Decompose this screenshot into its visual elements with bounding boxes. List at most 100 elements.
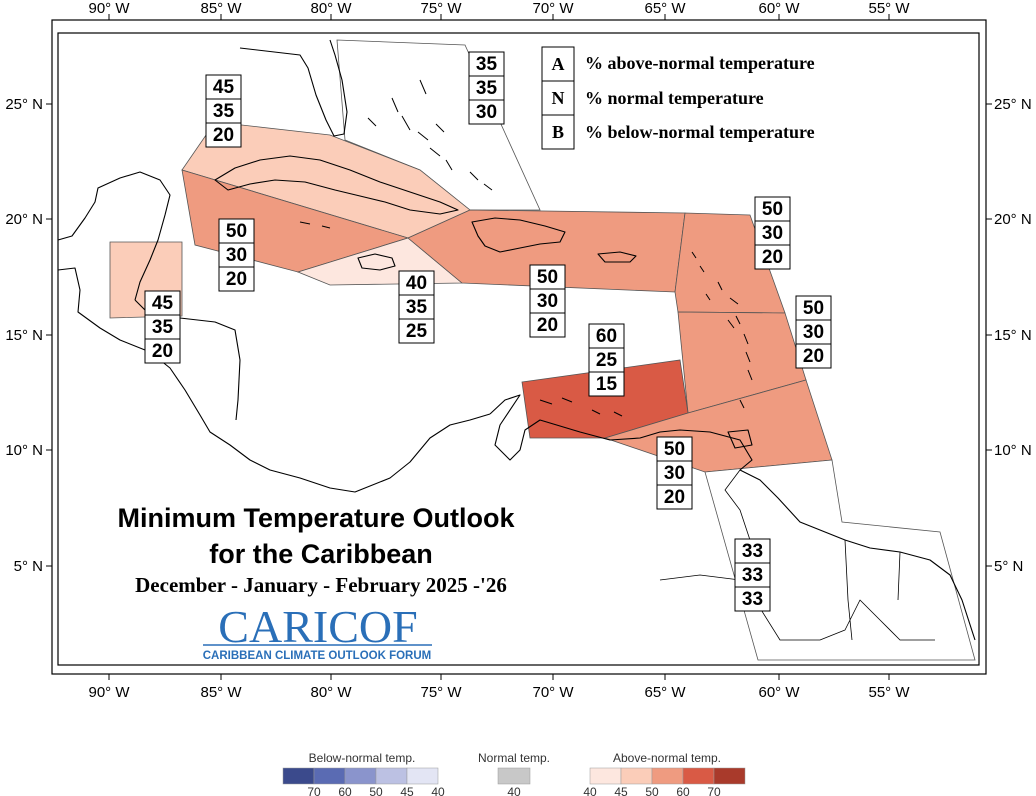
legend-desc-b: % below-normal temperature (585, 122, 815, 142)
scale-below-tick: 50 (369, 785, 383, 796)
prob-box-windward: 50 30 20 (795, 295, 832, 369)
scale-above-swatch (620, 767, 653, 785)
prob-value-n: 35 (406, 297, 428, 318)
scale-below-swatch (375, 767, 408, 785)
prob-value-b: 20 (213, 125, 234, 146)
central-america-coast (57, 267, 491, 493)
scale-below-tick: 45 (400, 785, 414, 796)
lat-label: 15° N (5, 327, 43, 344)
jamaica-coast (357, 253, 396, 271)
lon-label: 60° W (758, 684, 800, 701)
lon-label: 90° W (88, 0, 130, 17)
prob-box-hispaniola: 50 30 20 (529, 264, 566, 338)
cuba-coast (214, 155, 459, 215)
prob-value-a: 50 (537, 267, 558, 288)
prob-value-n: 30 (226, 245, 247, 266)
florida-coast (239, 39, 348, 137)
prob-cell (734, 538, 771, 564)
prob-value-n: 35 (152, 317, 174, 338)
prob-box-guianas: 33 33 33 (734, 538, 771, 612)
lon-label: 65° W (644, 0, 686, 17)
prob-box-abc-islands: 60 25 15 (588, 323, 625, 397)
prob-value-a: 50 (762, 199, 783, 220)
hispaniola-coast (471, 217, 566, 253)
lon-label: 75° W (420, 0, 462, 17)
prob-value-b: 33 (742, 589, 763, 610)
probability-boxes: 35 35 30 45 35 20 50 30 20 45 35 20 40 35 25 50 30 20 50 30… (144, 51, 832, 612)
prob-value-n: 25 (596, 350, 618, 371)
scale-below-tick: 60 (338, 785, 352, 796)
scale-above-swatch (713, 767, 746, 785)
probability-legend: A N B % above-normal temperature % norma… (541, 46, 815, 150)
lat-label: 5° N (994, 558, 1023, 575)
lon-ticks (108, 14, 890, 680)
prob-box-cuba: 45 35 20 (205, 74, 242, 148)
prob-value-b: 25 (406, 321, 428, 342)
prob-value-a: 60 (596, 326, 617, 347)
scale-normal-tick: 40 (507, 785, 521, 796)
lat-label: 10° N (5, 442, 43, 459)
legend-desc-n: % normal temperature (585, 88, 764, 108)
prob-value-b: 20 (226, 269, 247, 290)
prob-cell (754, 196, 791, 222)
title-line-1: Minimum Temperature Outlook (117, 503, 515, 533)
prob-cell (795, 295, 832, 321)
prob-value-n: 35 (213, 101, 235, 122)
period-subtitle: December - January - February 2025 -'26 (135, 573, 507, 597)
scale-above-tick: 50 (645, 785, 659, 796)
lat-label: 25° N (994, 96, 1032, 113)
prob-value-a: 40 (406, 273, 427, 294)
prob-cell (144, 338, 181, 364)
prob-cell (398, 318, 435, 344)
lat-labels-left: 25° N 20° N 15° N 10° N 5° N (5, 96, 43, 575)
inner-frame (57, 32, 980, 666)
lon-label: 80° W (310, 0, 352, 17)
trinidad-coast (727, 429, 753, 449)
prob-value-n: 30 (762, 223, 783, 244)
lat-label: 20° N (5, 211, 43, 228)
scale-above-tick: 70 (707, 785, 721, 796)
map-title: Minimum Temperature Outlook for the Cari… (117, 503, 515, 597)
scale-above-swatch (651, 767, 684, 785)
prob-value-n: 33 (742, 565, 763, 586)
lesser-antilles (691, 251, 753, 409)
lon-label: 60° W (758, 0, 800, 17)
abc-islands-shapes (539, 397, 623, 417)
prob-value-b: 20 (152, 341, 173, 362)
lat-label: 5° N (14, 558, 43, 575)
small-islands (299, 79, 753, 417)
scale-below-tick: 70 (307, 785, 321, 796)
caricof-logo: CARICOF CARIBBEAN CLIMATE OUTLOOK FORUM (203, 601, 432, 662)
lat-labels-right: 25° N 20° N 15° N 10° N 5° N (994, 96, 1032, 575)
prob-cell (795, 343, 832, 369)
prob-cell (398, 270, 435, 296)
prob-value-b: 20 (537, 315, 558, 336)
legend-key-b: B (552, 122, 564, 142)
prob-value-a: 45 (152, 293, 174, 314)
lon-label: 70° W (532, 684, 574, 701)
prob-cell (656, 436, 693, 462)
prob-cell (218, 242, 255, 268)
scale-above-tick: 45 (614, 785, 628, 796)
prob-value-b: 20 (803, 346, 824, 367)
scale-below-swatch (282, 767, 315, 785)
lon-label: 55° W (868, 0, 910, 17)
prob-value-n: 30 (664, 463, 685, 484)
prob-cell (218, 266, 255, 292)
legend-key-box-a (541, 46, 575, 82)
prob-value-n: 35 (476, 78, 498, 99)
prob-value-n: 30 (803, 322, 824, 343)
prob-cell (529, 312, 566, 338)
color-scale: Below-normal temp. Normal temp. Above-no… (282, 751, 746, 796)
legend-key-n: N (552, 88, 565, 108)
prob-value-a: 33 (742, 541, 763, 562)
caymans-islands (299, 221, 331, 229)
prob-value-a: 35 (476, 54, 498, 75)
prob-cell (656, 484, 693, 510)
prob-box-jamaica: 40 35 25 (398, 270, 435, 344)
scale-normal-title: Normal temp. (478, 751, 550, 765)
scale-above-tick: 60 (676, 785, 690, 796)
scale-below-swatch (406, 767, 439, 785)
lon-label: 85° W (200, 684, 242, 701)
